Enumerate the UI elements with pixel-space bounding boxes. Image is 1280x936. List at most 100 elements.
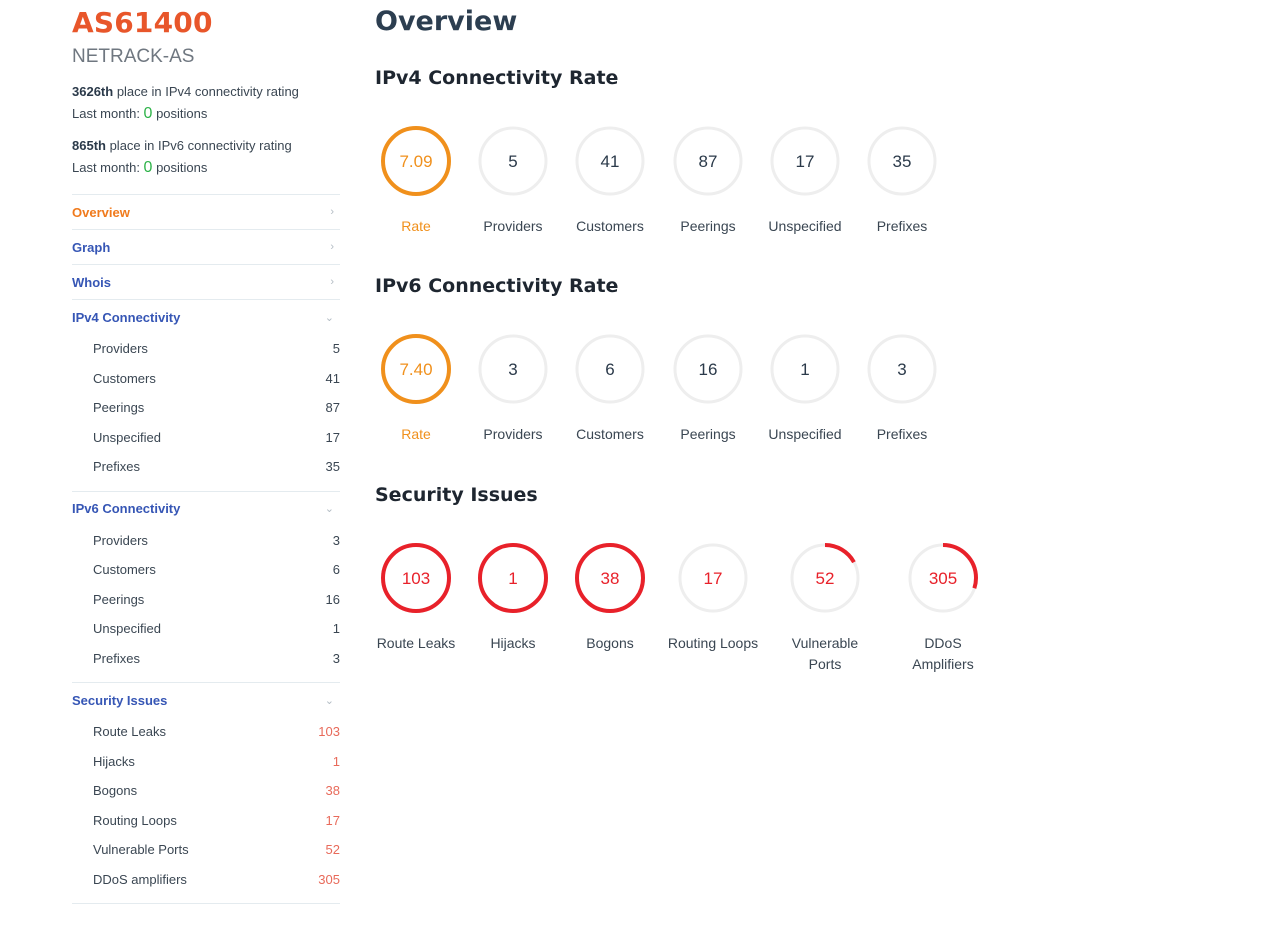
metric-value: 52 xyxy=(816,569,835,588)
ring-progress-arc xyxy=(790,543,860,613)
metric-widget[interactable]: 7.09 Rate xyxy=(366,122,466,237)
sidebar-subitem-count: 103 xyxy=(318,724,340,740)
sidebar-subitem[interactable]: Routing Loops 17 xyxy=(72,806,340,836)
ipv4-rating-change: 0 xyxy=(143,105,153,122)
metric-ring: 5 xyxy=(478,126,548,196)
sidebar-subitem[interactable]: Prefixes 3 xyxy=(72,644,340,674)
ring-track xyxy=(673,126,743,196)
sidebar-subitem[interactable]: Unspecified 1 xyxy=(72,614,340,644)
sidebar-subitem[interactable]: Bogons 38 xyxy=(72,776,340,806)
metric-label: DDoS Amplifiers xyxy=(912,635,974,672)
metric-widget[interactable]: 38 Bogons xyxy=(560,539,660,654)
sidebar-subitem-count: 305 xyxy=(318,871,340,887)
nav-ipv6-label: IPv6 Connectivity xyxy=(72,501,181,516)
ring-track xyxy=(678,543,748,613)
metric-ring: 41 xyxy=(575,126,645,196)
metric-widget[interactable]: 103 Route Leaks xyxy=(366,539,466,654)
metric-value: 7.40 xyxy=(399,360,432,379)
ring-progress-arc xyxy=(575,543,645,613)
metric-label: Vulnerable Ports xyxy=(791,635,859,672)
metric-widget[interactable]: 6 Customers xyxy=(560,330,660,445)
metric-widget[interactable]: 41 Customers xyxy=(560,122,660,237)
nav-security-label: Security Issues xyxy=(72,692,168,708)
metric-label: Providers xyxy=(483,218,543,234)
sidebar-subitem[interactable]: Route Leaks 103 xyxy=(72,717,340,747)
ipv4-positions-suffix: positions xyxy=(152,106,208,121)
sidebar-subitem[interactable]: Providers 3 xyxy=(72,526,340,556)
sidebar-subitem[interactable]: Prefixes 35 xyxy=(72,452,340,482)
metric-value: 3 xyxy=(897,360,906,379)
metric-widget[interactable]: 5 Providers xyxy=(463,122,563,237)
metric-label: Prefixes xyxy=(876,218,928,234)
metric-ring: 3 xyxy=(867,334,937,404)
metric-value: 17 xyxy=(796,152,815,171)
chevron-down-icon: ⌄ xyxy=(324,503,334,515)
metric-widget[interactable]: 3 Providers xyxy=(463,330,563,445)
sidebar-subitem[interactable]: Vulnerable Ports 52 xyxy=(72,835,340,865)
ring-track xyxy=(673,334,743,404)
metric-widget[interactable]: 17 Unspecified xyxy=(755,122,855,237)
nav-graph[interactable]: Graph › xyxy=(72,229,340,264)
nav-whois[interactable]: Whois › xyxy=(72,264,340,299)
nav-security-issues[interactable]: Security Issues ⌄ xyxy=(72,682,340,717)
ipv6-rating-text: place in IPv6 connectivity rating xyxy=(105,138,292,153)
sidebar-subitem[interactable]: DDoS amplifiers 305 xyxy=(72,865,340,895)
metric-widget[interactable]: 1 Hijacks xyxy=(463,539,563,654)
chevron-right-icon: › xyxy=(330,276,334,288)
sidebar-subitem[interactable]: Customers 6 xyxy=(72,555,340,585)
security-section-title: Security Issues xyxy=(375,484,538,506)
ring-progress-arc xyxy=(478,543,548,613)
sidebar-subitem-label: Customers xyxy=(93,370,156,386)
metric-value: 1 xyxy=(800,360,809,379)
sidebar-subitem-label: Bogons xyxy=(93,783,138,799)
metric-widget[interactable]: 87 Peerings xyxy=(658,122,758,237)
metric-label: Routing Loops xyxy=(667,635,759,651)
sidebar-subitem-label: Peerings xyxy=(93,591,145,607)
ring-track xyxy=(867,126,937,196)
sidebar-subitem-label: Route Leaks xyxy=(93,724,166,740)
metric-label: Hijacks xyxy=(490,635,536,651)
sidebar-subitem-count: 5 xyxy=(332,341,340,357)
sidebar-subitem-count: 35 xyxy=(325,459,340,475)
nav-whois-label: Whois xyxy=(72,274,111,290)
sidebar-subitem-label: Unspecified xyxy=(93,429,161,445)
nav-ipv6-connectivity[interactable]: IPv6 Connectivity ⌄ xyxy=(72,490,340,526)
metric-label: Providers xyxy=(483,426,543,442)
metric-value: 41 xyxy=(601,152,620,171)
sidebar-subitem[interactable]: Peerings 87 xyxy=(72,393,340,423)
metric-value: 87 xyxy=(699,152,718,171)
sidebar-subitem[interactable]: Customers 41 xyxy=(72,364,340,394)
sidebar-subitem[interactable]: Hijacks 1 xyxy=(72,747,340,777)
metric-label: Unspecified xyxy=(768,426,842,442)
metric-ring: 6 xyxy=(575,334,645,404)
sidebar-subitem[interactable]: Unspecified 17 xyxy=(72,423,340,453)
metric-widget[interactable]: 3 Prefixes xyxy=(852,330,952,445)
ipv6-last-month-label: Last month: xyxy=(72,160,144,175)
sidebar-subitem[interactable]: Providers 5 xyxy=(72,334,340,364)
ring-progress-arc xyxy=(381,334,451,404)
security-subnav: Route Leaks 103 Hijacks 1 Bogons 38 Routing Lo… xyxy=(72,717,340,903)
ring-track xyxy=(478,126,548,196)
ring-progress-arc xyxy=(381,126,451,196)
sidebar-subitem-label: Unspecified xyxy=(93,621,161,637)
metric-value: 1 xyxy=(508,569,517,588)
sidebar-subitem-label: Hijacks xyxy=(93,753,135,769)
nav-divider xyxy=(72,903,340,904)
ipv6-rating-place: 865th xyxy=(72,138,106,153)
metric-widget[interactable]: 52 Vulnerable Ports xyxy=(775,539,875,675)
ipv6-subnav: Providers 3 Customers 6 Peerings 16 Unspecifie… xyxy=(72,526,340,683)
metric-widget[interactable]: 7.40 Rate xyxy=(366,330,466,445)
metric-widget[interactable]: 305 DDoS Amplifiers xyxy=(893,539,993,675)
sidebar-subitem[interactable]: Peerings 16 xyxy=(72,585,340,615)
page-title: Overview xyxy=(375,6,518,37)
ipv6-section-title: IPv6 Connectivity Rate xyxy=(375,275,619,297)
nav-overview[interactable]: Overview › xyxy=(72,194,340,229)
metric-widget[interactable]: 16 Peerings xyxy=(658,330,758,445)
nav-ipv4-connectivity[interactable]: IPv4 Connectivity ⌄ xyxy=(72,299,340,334)
as-name: NETRACK-AS xyxy=(72,46,195,67)
metric-widget[interactable]: 17 Routing Loops xyxy=(663,539,763,654)
metric-widget[interactable]: 1 Unspecified xyxy=(755,330,855,445)
metric-ring: 35 xyxy=(867,126,937,196)
metric-widget[interactable]: 35 Prefixes xyxy=(852,122,952,237)
metric-label: Unspecified xyxy=(768,218,842,234)
